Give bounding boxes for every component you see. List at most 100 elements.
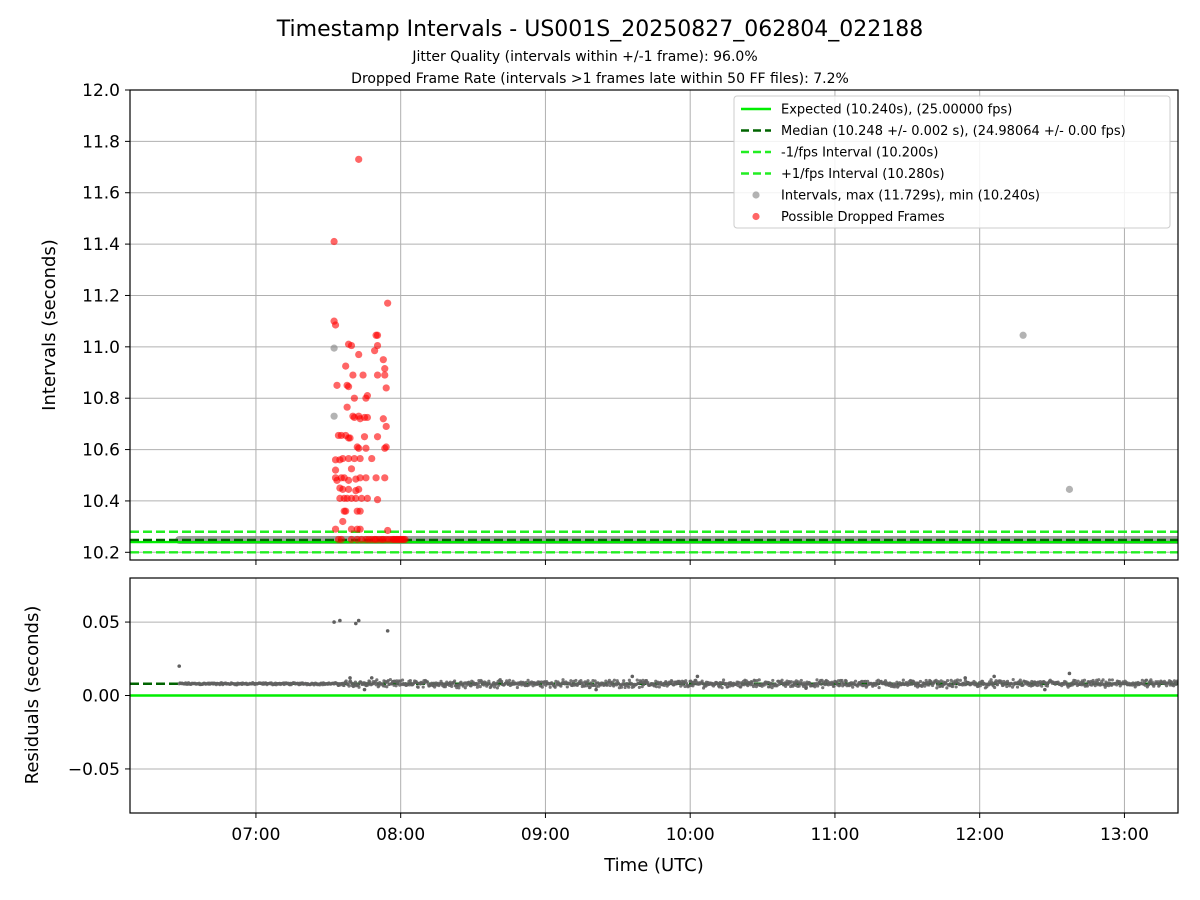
residual-outlier-point <box>338 618 342 623</box>
residual-point <box>901 678 905 682</box>
legend-entry: Intervals, max (11.729s), min (10.240s) <box>752 189 1040 204</box>
dropped-frame-point <box>359 371 367 379</box>
dropped-frame-point <box>331 525 340 533</box>
dropped-frame-point <box>362 474 370 482</box>
legend-marker <box>752 191 760 199</box>
legend-label: Intervals, max (11.729s), min (10.240s) <box>781 189 1040 204</box>
residual-point <box>588 685 592 689</box>
dropped-frame-point <box>350 454 358 463</box>
dropped-frame-point <box>384 299 392 307</box>
residual-point <box>1145 678 1149 682</box>
y-tick-label: 0.00 <box>82 687 120 707</box>
residual-point <box>604 679 608 683</box>
dropped-frame-point <box>362 444 370 452</box>
y-tick-label: 11.6 <box>82 184 120 204</box>
legend-label: +1/fps Interval (10.280s) <box>781 167 945 182</box>
dropped-frame-point <box>339 517 347 526</box>
interval-point <box>330 412 338 420</box>
dropped-frame-point <box>355 155 363 163</box>
residual-point <box>1152 684 1156 688</box>
dropped-frame-point <box>347 465 356 473</box>
dropped-frame-point <box>355 350 363 359</box>
residual-point <box>1076 679 1080 683</box>
residual-outlier-point <box>332 620 336 624</box>
residual-point <box>670 680 674 684</box>
dropped-frame-point <box>373 341 382 350</box>
legend-entry: Expected (10.240s), (25.00000 fps) <box>741 103 1012 118</box>
dropped-frame-point <box>330 237 338 246</box>
residual-point <box>1045 684 1050 688</box>
dropped-frame-point <box>372 474 380 482</box>
residual-point <box>784 684 788 688</box>
residual-outlier-point <box>362 687 367 692</box>
dropped-frame-point <box>381 371 389 379</box>
residual-outlier-point <box>695 674 700 679</box>
dropped-frame-point <box>337 535 345 544</box>
residual-point <box>999 679 1003 683</box>
residual-point <box>1107 678 1112 682</box>
residual-point <box>721 678 726 682</box>
residual-point <box>866 679 870 683</box>
legend-entry: -1/fps Interval (10.200s) <box>741 146 938 161</box>
residual-point <box>553 685 557 689</box>
residual-point <box>612 678 617 682</box>
y-tick-label: 11.8 <box>82 132 120 152</box>
residual-point <box>719 683 723 687</box>
residual-point <box>388 677 392 682</box>
chart-subtitle-jitter: Jitter Quality (intervals within +/-1 fr… <box>411 49 757 65</box>
residual-point <box>593 679 597 683</box>
dropped-frame-point <box>339 454 347 463</box>
residuals-y-ticks: −0.05 0.00 0.05 <box>68 613 130 780</box>
y-tick-label: 11.4 <box>82 235 120 255</box>
dropped-frame-point <box>344 476 353 484</box>
chart-subtitle-dropped: Dropped Frame Rate (intervals >1 frames … <box>351 71 849 87</box>
dropped-frame-point <box>373 433 382 441</box>
residual-point <box>586 679 590 683</box>
dropped-frame-point <box>356 525 364 533</box>
dropped-frame-point <box>384 526 392 535</box>
residual-outlier-point <box>594 687 598 692</box>
dropped-frame-point <box>360 433 369 441</box>
dropped-frame-point <box>382 384 390 392</box>
y-tick-label: 12.0 <box>82 81 120 101</box>
residual-point <box>342 683 346 688</box>
residual-point <box>416 685 420 689</box>
dropped-frame-point <box>342 362 350 370</box>
x-tick-label: 11:00 <box>810 825 859 845</box>
residual-point <box>1015 685 1020 689</box>
residual-point <box>657 685 661 689</box>
residual-point <box>819 682 823 686</box>
legend-entry: +1/fps Interval (10.280s) <box>741 167 945 182</box>
residual-point <box>450 684 454 689</box>
residual-outlier-point <box>963 676 968 680</box>
residual-point <box>622 679 626 683</box>
residual-point <box>910 682 914 686</box>
dropped-frame-point <box>331 321 340 329</box>
residual-point <box>565 685 569 689</box>
x-tick-label: 08:00 <box>376 825 425 845</box>
residual-point <box>945 679 950 683</box>
residual-point <box>1082 678 1087 682</box>
residual-point <box>1011 677 1015 682</box>
residual-point <box>497 683 501 687</box>
y-tick-label: 11.0 <box>82 338 120 358</box>
residual-point <box>757 678 761 682</box>
x-tick-label: 13:00 <box>1100 825 1149 845</box>
residual-point <box>1110 678 1114 682</box>
dropped-frame-point <box>347 525 356 533</box>
dropped-frame-point <box>350 394 358 402</box>
dropped-frame-point <box>347 535 356 544</box>
residual-point <box>853 679 858 683</box>
interval-point <box>1065 485 1074 493</box>
residual-point <box>639 680 644 685</box>
residual-outlier-point <box>348 676 352 680</box>
residual-outlier-point <box>1067 671 1072 676</box>
residual-point <box>930 683 935 688</box>
dropped-frame-point <box>343 403 351 411</box>
dropped-frame-point <box>373 496 382 504</box>
residuals-panel: −0.05 0.00 0.05 07:00 08:00 09:00 10:00 11:00 1… <box>22 577 1179 876</box>
legend-marker <box>752 212 760 221</box>
legend-label: Expected (10.240s), (25.00000 fps) <box>781 103 1012 118</box>
x-tick-label: 12:00 <box>955 825 1004 845</box>
y-tick-label: 10.6 <box>82 441 120 461</box>
